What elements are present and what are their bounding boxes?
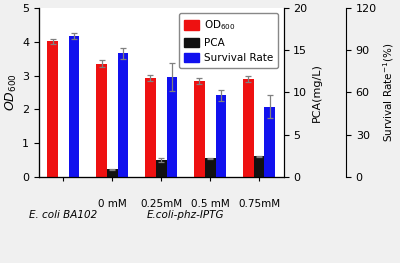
- Bar: [96, 64, 107, 177]
- Bar: [156, 160, 166, 177]
- Text: E.coli-phz-IPTG: E.coli-phz-IPTG: [147, 210, 224, 220]
- Bar: [69, 36, 80, 177]
- Bar: [107, 169, 118, 177]
- Bar: [145, 78, 156, 177]
- Bar: [205, 158, 216, 177]
- Bar: [194, 81, 205, 177]
- Bar: [118, 53, 128, 177]
- Y-axis label: PCA(mg/L): PCA(mg/L): [312, 63, 322, 122]
- Bar: [216, 95, 226, 177]
- Text: 0.75mM: 0.75mM: [238, 199, 280, 209]
- Text: E. coli BA102: E. coli BA102: [29, 210, 98, 220]
- Legend: OD$_{600}$, PCA, Survival Rate: OD$_{600}$, PCA, Survival Rate: [179, 13, 278, 68]
- Text: 0.25mM: 0.25mM: [140, 199, 182, 209]
- Bar: [47, 41, 58, 177]
- Y-axis label: OD$_{600}$: OD$_{600}$: [4, 74, 19, 111]
- Text: 0.5 mM: 0.5 mM: [191, 199, 230, 209]
- Bar: [264, 107, 275, 177]
- Bar: [254, 156, 264, 177]
- Text: 0 mM: 0 mM: [98, 199, 127, 209]
- Y-axis label: Survival Rate$^{-1}$(%): Survival Rate$^{-1}$(%): [381, 43, 396, 142]
- Bar: [243, 79, 254, 177]
- Bar: [166, 77, 177, 177]
